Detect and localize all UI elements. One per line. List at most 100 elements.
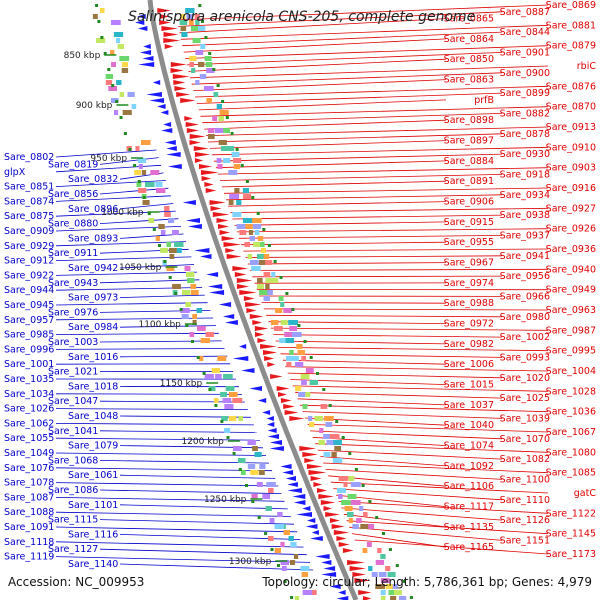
forward-gene-label[interactable]: Sare_1085 — [546, 468, 596, 479]
forward-gene-label[interactable]: Sare_0927 — [546, 203, 596, 214]
forward-gene-label[interactable]: Sare_0898 — [444, 115, 494, 126]
reverse-gene-label[interactable]: Sare_0922 — [4, 270, 54, 281]
reverse-gene-label[interactable]: Sare_0819 — [48, 159, 98, 170]
reverse-gene-label[interactable]: Sare_0802 — [4, 152, 54, 163]
reverse-gene-label[interactable]: Sare_0875 — [4, 211, 54, 222]
reverse-gene-label[interactable]: Sare_1078 — [4, 478, 54, 489]
forward-gene-label[interactable]: Sare_0974 — [444, 278, 494, 289]
reverse-gene-label[interactable]: Sare_0996 — [4, 344, 54, 355]
reverse-gene-label[interactable]: Sare_0856 — [48, 189, 98, 200]
forward-gene-label[interactable]: Sare_0891 — [444, 176, 494, 187]
reverse-gene-label[interactable]: Sare_1061 — [68, 470, 118, 481]
reverse-gene-label[interactable]: Sare_1068 — [48, 455, 98, 466]
reverse-gene-label[interactable]: Sare_1116 — [68, 529, 118, 540]
forward-gene-label[interactable]: Sare_0906 — [444, 197, 494, 208]
forward-gene-label[interactable]: Sare_1040 — [444, 420, 494, 431]
forward-gene-label[interactable]: Sare_0900 — [500, 68, 550, 79]
forward-gene-label[interactable]: Sare_0899 — [500, 88, 550, 99]
forward-gene-label[interactable]: Sare_0956 — [500, 271, 550, 282]
forward-gene-label[interactable]: Sare_0995 — [546, 346, 596, 357]
reverse-gene-label[interactable]: Sare_0957 — [4, 315, 54, 326]
forward-gene-label[interactable]: Sare_1039 — [500, 413, 550, 424]
forward-gene-label[interactable]: Sare_1074 — [444, 441, 494, 452]
forward-gene-label[interactable]: Sare_0949 — [546, 285, 596, 296]
reverse-gene-label[interactable]: Sare_0973 — [68, 293, 118, 304]
reverse-gene-label[interactable]: Sare_1047 — [48, 396, 98, 407]
forward-gene-label[interactable]: Sare_0940 — [546, 264, 596, 275]
forward-gene-label[interactable]: Sare_1080 — [546, 447, 596, 458]
forward-gene-label[interactable]: Sare_0937 — [500, 230, 550, 241]
forward-gene-label[interactable]: Sare_0913 — [546, 122, 596, 133]
forward-gene-label[interactable]: Sare_0876 — [546, 81, 596, 92]
forward-gene-label[interactable]: Sare_0916 — [546, 183, 596, 194]
forward-gene-label[interactable]: Sare_1092 — [444, 461, 494, 472]
forward-gene-label[interactable]: prfB — [474, 95, 494, 106]
forward-gene-label[interactable]: Sare_0844 — [500, 27, 550, 38]
reverse-gene-label[interactable]: Sare_1118 — [4, 537, 54, 548]
forward-gene-label[interactable]: Sare_0938 — [500, 210, 550, 221]
reverse-gene-label[interactable]: Sare_1003 — [48, 337, 98, 348]
forward-gene-label[interactable]: Sare_0926 — [546, 224, 596, 235]
forward-gene-label[interactable]: Sare_0887 — [500, 7, 550, 18]
forward-gene-label[interactable]: rbiC — [577, 61, 597, 72]
reverse-gene-label[interactable]: Sare_0985 — [4, 330, 54, 341]
forward-gene-label[interactable]: Sare_1002 — [500, 332, 550, 343]
forward-gene-label[interactable]: Sare_0897 — [444, 136, 494, 147]
forward-gene-label[interactable]: Sare_1117 — [444, 502, 494, 513]
reverse-gene-label[interactable]: Sare_0893 — [68, 233, 118, 244]
forward-gene-label[interactable]: Sare_1165 — [444, 542, 494, 553]
forward-gene-label[interactable]: Sare_1004 — [546, 366, 596, 377]
forward-gene-label[interactable]: Sare_0864 — [444, 34, 494, 45]
forward-gene-label[interactable]: Sare_0869 — [546, 0, 596, 11]
reverse-gene-label[interactable]: Sare_0874 — [4, 196, 54, 207]
forward-gene-label[interactable]: Sare_1122 — [546, 508, 596, 519]
reverse-gene-label[interactable]: Sare_0943 — [48, 278, 98, 289]
forward-gene-label[interactable]: Sare_1110 — [500, 495, 550, 506]
forward-gene-label[interactable]: Sare_0910 — [546, 142, 596, 153]
forward-gene-label[interactable]: Sare_0930 — [500, 149, 550, 160]
reverse-gene-label[interactable]: Sare_1049 — [4, 448, 54, 459]
forward-gene-label[interactable]: Sare_0934 — [500, 190, 550, 201]
forward-gene-label[interactable]: Sare_0993 — [500, 352, 550, 363]
reverse-gene-label[interactable]: Sare_1026 — [4, 404, 54, 415]
forward-gene-label[interactable]: Sare_1082 — [500, 454, 550, 465]
reverse-gene-label[interactable]: Sare_0976 — [48, 307, 98, 318]
forward-gene-label[interactable]: Sare_0915 — [444, 217, 494, 228]
forward-gene-label[interactable]: Sare_1020 — [500, 373, 550, 384]
forward-gene-label[interactable]: Sare_0941 — [500, 251, 550, 262]
forward-gene-label[interactable]: Sare_1151 — [500, 535, 550, 546]
reverse-gene-label[interactable]: Sare_1079 — [68, 441, 118, 452]
forward-gene-label[interactable]: gatC — [574, 488, 597, 499]
forward-gene-label[interactable]: Sare_0881 — [546, 20, 596, 31]
forward-gene-label[interactable]: Sare_0901 — [500, 47, 550, 58]
forward-gene-label[interactable]: Sare_0972 — [444, 319, 494, 330]
reverse-gene-label[interactable]: Sare_1055 — [4, 433, 54, 444]
forward-gene-label[interactable]: Sare_1106 — [444, 481, 494, 492]
circular-genome-map[interactable]: 850 kbp900 kbp950 kbp1000 kbp1050 kbp110… — [0, 0, 600, 600]
reverse-gene-label[interactable]: Sare_0909 — [4, 226, 54, 237]
reverse-gene-label[interactable]: Sare_1021 — [48, 367, 98, 378]
reverse-gene-label[interactable]: Sare_1018 — [68, 381, 118, 392]
forward-gene-label[interactable]: Sare_1067 — [546, 427, 596, 438]
forward-gene-label[interactable]: Sare_1037 — [444, 400, 494, 411]
forward-gene-label[interactable]: Sare_0884 — [444, 156, 494, 167]
reverse-gene-label[interactable]: Sare_0912 — [4, 256, 54, 267]
forward-gene-label[interactable]: Sare_0878 — [500, 129, 550, 140]
forward-gene-label[interactable]: Sare_1145 — [546, 529, 596, 540]
forward-gene-label[interactable]: Sare_1015 — [444, 380, 494, 391]
reverse-gene-label[interactable]: Sare_1127 — [48, 544, 98, 555]
reverse-gene-label[interactable]: Sare_1035 — [4, 374, 54, 385]
reverse-gene-label[interactable]: Sare_0984 — [68, 322, 118, 333]
forward-gene-label[interactable]: Sare_0863 — [444, 75, 494, 86]
forward-gene-label[interactable]: Sare_1028 — [546, 386, 596, 397]
reverse-gene-label[interactable]: Sare_0911 — [48, 248, 98, 259]
reverse-gene-label[interactable]: Sare_1115 — [48, 515, 98, 526]
forward-gene-label[interactable]: Sare_0966 — [500, 291, 550, 302]
forward-gene-label[interactable]: Sare_1126 — [500, 515, 550, 526]
reverse-gene-label[interactable]: Sare_1076 — [4, 463, 54, 474]
forward-gene-label[interactable]: Sare_0870 — [546, 102, 596, 113]
forward-gene-label[interactable]: Sare_0955 — [444, 237, 494, 248]
reverse-gene-label[interactable]: Sare_1101 — [68, 500, 118, 511]
forward-gene-label[interactable]: Sare_1070 — [500, 434, 550, 445]
forward-gene-label[interactable]: Sare_0963 — [546, 305, 596, 316]
